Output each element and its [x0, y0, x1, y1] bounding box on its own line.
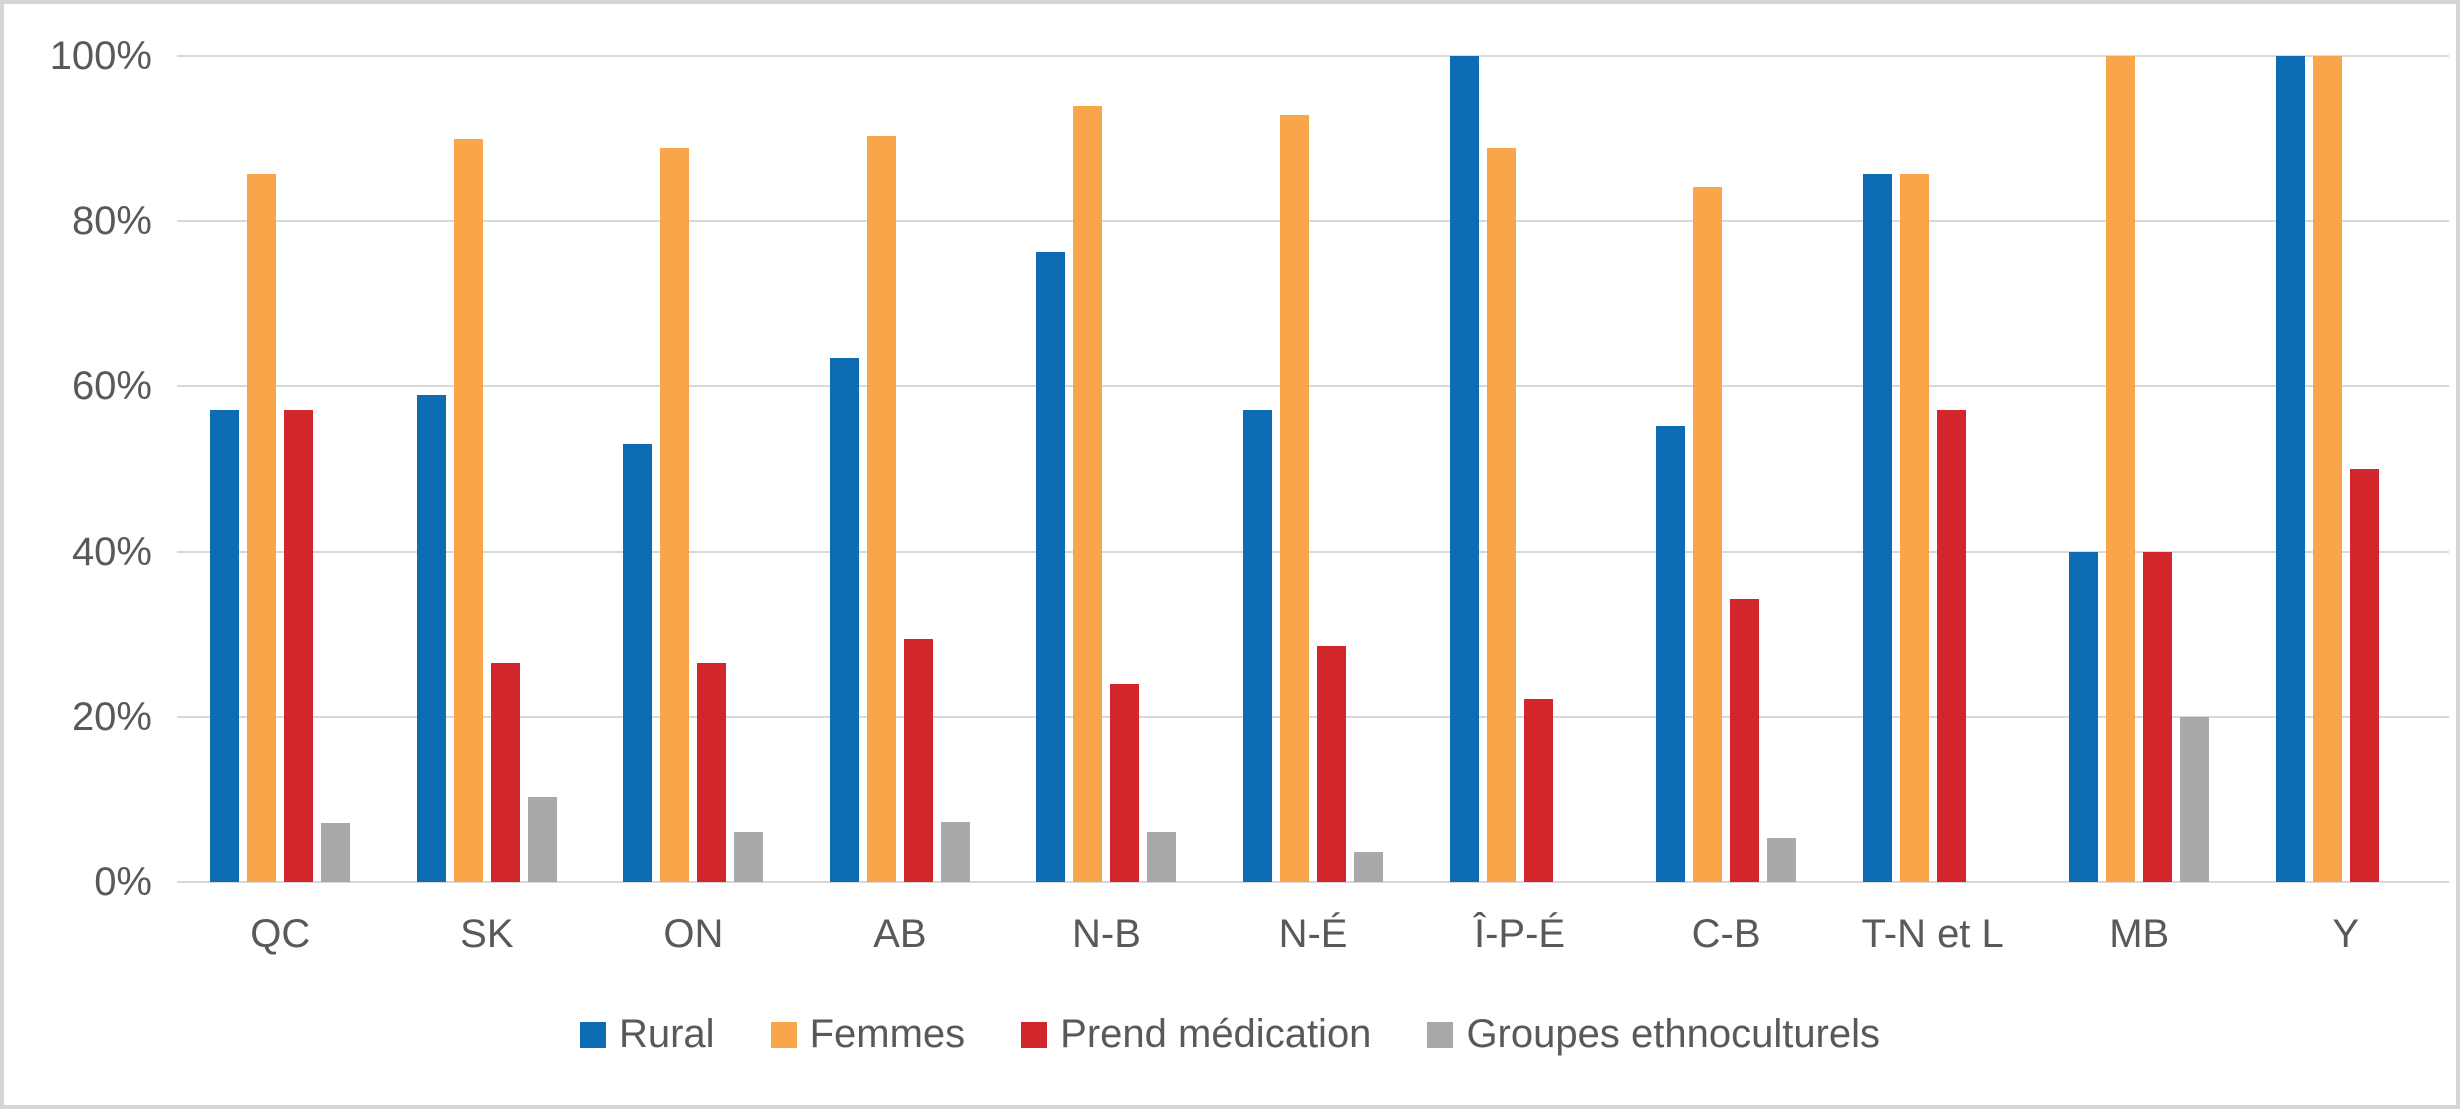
x-category-label-SK: SK [460, 912, 514, 956]
bar-Prend médication-SK [490, 663, 520, 882]
bar-Rural-AB [829, 358, 859, 882]
bar-Femmes-N-É [1280, 114, 1309, 882]
bar-Prend médication-N-É [1317, 645, 1346, 882]
bar-Femmes-N-B [1073, 105, 1103, 882]
bar-Prend médication-Î-P-É [1523, 698, 1553, 882]
y-tick-label-100: 100% [49, 34, 152, 78]
x-category-label-N-B: N-B [1072, 912, 1141, 956]
bar-group-SK [384, 56, 591, 882]
bar-group-AB [797, 56, 1004, 882]
y-tick-label-80: 80% [71, 199, 152, 244]
bar-Rural-N-É [1243, 410, 1272, 882]
bar-group-Î-P-É [1416, 56, 1623, 882]
bar-Femmes-T-N et L [1899, 174, 1929, 882]
legend-swatch-icon [579, 1021, 606, 1048]
x-category-label-AB: AB [873, 912, 927, 956]
x-category-label-MB: MB [2109, 912, 2170, 956]
bar-groups-layer [177, 56, 2449, 882]
bar-Femmes-AB [866, 136, 896, 882]
gridline-60 [177, 385, 2449, 388]
bar-Femmes-Y [2312, 56, 2342, 882]
bar-Rural-ON [623, 444, 653, 882]
bar-Groupes ethnoculturels-C-B [1767, 838, 1797, 882]
bar-Prend médication-ON [697, 663, 727, 882]
gridline-100 [177, 55, 2449, 57]
bar-Groupes ethnoculturels-N-B [1147, 832, 1177, 882]
x-category-label-Y: Y [2332, 912, 2360, 956]
gridline-80 [177, 220, 2449, 223]
x-axis-category-labels: QC SK ON AB N-B N-É Î-P-É C-B T-N et L MB Y [177, 912, 2449, 957]
bar-Femmes-MB [2106, 56, 2136, 882]
chart-legend: Rural Femmes Prend médication Groupes ethno… [4, 1012, 2456, 1057]
bar-Rural-QC [210, 410, 240, 882]
bar-Prend médication-C-B [1730, 598, 1760, 882]
y-tick-label-40: 40% [71, 529, 152, 574]
x-category-label-ON: ON [663, 912, 724, 956]
bar-Femmes-Î-P-É [1486, 147, 1516, 882]
bar-Prend médication-AB [903, 639, 933, 882]
bar-Rural-Î-P-É [1449, 56, 1479, 882]
bar-Prend médication-T-N et L [1936, 410, 1966, 882]
x-category-label-T-N et L: T-N et L [1861, 912, 2004, 956]
bar-Rural-Y [2275, 56, 2305, 882]
bar-Rural-SK [416, 394, 446, 882]
legend-item-Prend médication: Prend médication [1021, 1012, 1371, 1057]
bar-Groupes ethnoculturels-QC [321, 823, 351, 882]
bar-group-ON [590, 56, 797, 882]
x-category-label-Î-P-É: Î-P-É [1473, 912, 1566, 956]
bar-group-N-B [1003, 56, 1210, 882]
bar-Groupes ethnoculturels-ON [734, 832, 764, 882]
legend-swatch-icon [1427, 1021, 1454, 1048]
y-tick-label-0: 0% [94, 860, 152, 904]
legend-item-Groupes ethnoculturels: Groupes ethnoculturels [1427, 1012, 1880, 1057]
bar-group-QC [177, 56, 384, 882]
bar-Groupes ethnoculturels-N-É [1354, 852, 1383, 882]
bar-Groupes ethnoculturels-SK [527, 796, 557, 882]
bar-Rural-N-B [1036, 251, 1066, 882]
y-axis-tick-labels: 0% 20% 40% 60% 80% 100% [4, 4, 152, 1105]
plot-area [177, 55, 2449, 883]
legend-label: Rural [618, 1012, 715, 1056]
gridline-40 [177, 550, 2449, 553]
bar-Rural-C-B [1656, 426, 1686, 882]
legend-label: Prend médication [1060, 1012, 1372, 1056]
bar-Rural-T-N et L [1862, 174, 1892, 882]
legend-swatch-icon [770, 1021, 797, 1048]
bar-group-N-É [1210, 56, 1417, 882]
bar-group-C-B [1623, 56, 1830, 882]
bar-Femmes-ON [660, 147, 690, 882]
x-category-label-N-É: N-É [1278, 912, 1348, 956]
bar-Femmes-QC [247, 174, 277, 882]
y-tick-label-20: 20% [71, 694, 152, 739]
bar-group-Y [2242, 56, 2449, 882]
x-category-label-QC: QC [250, 912, 311, 956]
bar-Femmes-C-B [1693, 186, 1723, 882]
bar-Prend médication-MB [2143, 551, 2173, 882]
legend-swatch-icon [1021, 1021, 1048, 1048]
legend-label: Groupes ethnoculturels [1466, 1012, 1881, 1056]
bar-Prend médication-N-B [1110, 683, 1140, 882]
bar-group-MB [2036, 56, 2243, 882]
gridline-20 [177, 715, 2449, 718]
bar-Prend médication-Y [2349, 469, 2379, 882]
bar-Femmes-SK [453, 138, 483, 882]
bar-Groupes ethnoculturels-MB [2180, 716, 2210, 882]
y-tick-label-60: 60% [71, 364, 152, 409]
bar-Prend médication-QC [284, 410, 314, 882]
legend-label: Femmes [809, 1012, 966, 1056]
bar-group-T-N et L [1829, 56, 2036, 882]
x-category-label-C-B: C-B [1691, 912, 1761, 956]
bar-Rural-MB [2069, 551, 2099, 882]
legend-item-Rural: Rural [579, 1012, 715, 1057]
bar-Groupes ethnoculturels-AB [940, 821, 970, 882]
legend-item-Femmes: Femmes [770, 1012, 966, 1057]
gridline-0 [177, 881, 2449, 883]
